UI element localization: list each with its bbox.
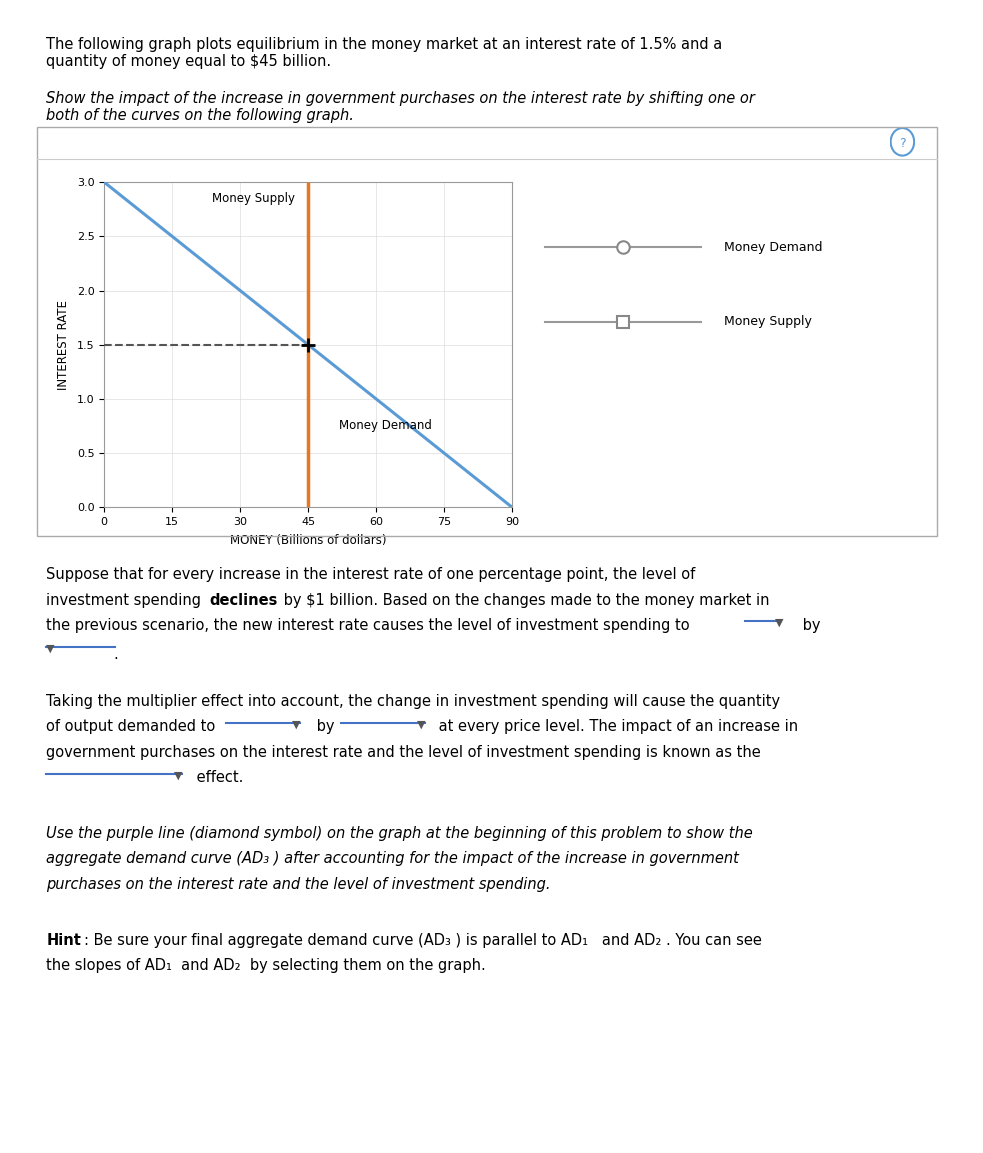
Text: government purchases on the interest rate and the level of investment spending i: government purchases on the interest rat… xyxy=(46,745,761,760)
Text: declines: declines xyxy=(209,593,278,608)
Text: by $1 billion. Based on the changes made to the money market in: by $1 billion. Based on the changes made… xyxy=(279,593,770,608)
Text: by: by xyxy=(798,618,821,633)
Text: both of the curves on the following graph.: both of the curves on the following grap… xyxy=(46,108,354,123)
Text: by: by xyxy=(312,719,334,734)
Text: effect.: effect. xyxy=(192,770,243,785)
Text: the previous scenario, the new interest rate causes the level of investment spen: the previous scenario, the new interest … xyxy=(46,618,690,633)
Text: investment spending: investment spending xyxy=(46,593,205,608)
X-axis label: MONEY (Billions of dollars): MONEY (Billions of dollars) xyxy=(230,534,386,547)
Text: ▼: ▼ xyxy=(417,719,426,730)
Text: purchases on the interest rate and the level of investment spending.: purchases on the interest rate and the l… xyxy=(46,876,550,891)
Text: Money Supply: Money Supply xyxy=(212,191,295,205)
Text: : Be sure your final aggregate demand curve (AD₃ ) is parallel to AD₁   and AD₂ : : Be sure your final aggregate demand cu… xyxy=(84,933,762,948)
Text: Money Supply: Money Supply xyxy=(724,316,812,329)
Text: aggregate demand curve (AD₃ ) after accounting for the impact of the increase in: aggregate demand curve (AD₃ ) after acco… xyxy=(46,851,739,866)
Y-axis label: INTEREST RATE: INTEREST RATE xyxy=(57,300,70,390)
Text: Show the impact of the increase in government purchases on the interest rate by : Show the impact of the increase in gover… xyxy=(46,91,755,106)
Text: Use the purple line (diamond symbol) on the graph at the beginning of this probl: Use the purple line (diamond symbol) on … xyxy=(46,826,753,841)
Text: Money Demand: Money Demand xyxy=(724,241,823,254)
Text: of output demanded to: of output demanded to xyxy=(46,719,215,734)
Text: ▼: ▼ xyxy=(46,643,55,654)
Text: Taking the multiplier effect into account, the change in investment spending wil: Taking the multiplier effect into accoun… xyxy=(46,694,781,709)
Text: ?: ? xyxy=(899,136,905,150)
Text: the slopes of AD₁  and AD₂  by selecting them on the graph.: the slopes of AD₁ and AD₂ by selecting t… xyxy=(46,958,486,973)
Text: Suppose that for every increase in the interest rate of one percentage point, th: Suppose that for every increase in the i… xyxy=(46,567,695,582)
Text: at every price level. The impact of an increase in: at every price level. The impact of an i… xyxy=(434,719,798,734)
Text: ▼: ▼ xyxy=(775,618,783,628)
Text: .: . xyxy=(113,647,118,662)
Text: ▼: ▼ xyxy=(174,770,183,781)
Text: Hint: Hint xyxy=(46,933,81,948)
Text: quantity of money equal to $45 billion.: quantity of money equal to $45 billion. xyxy=(46,54,331,69)
Text: ▼: ▼ xyxy=(292,719,301,730)
Text: Money Demand: Money Demand xyxy=(339,420,432,432)
Text: The following graph plots equilibrium in the money market at an interest rate of: The following graph plots equilibrium in… xyxy=(46,37,723,52)
